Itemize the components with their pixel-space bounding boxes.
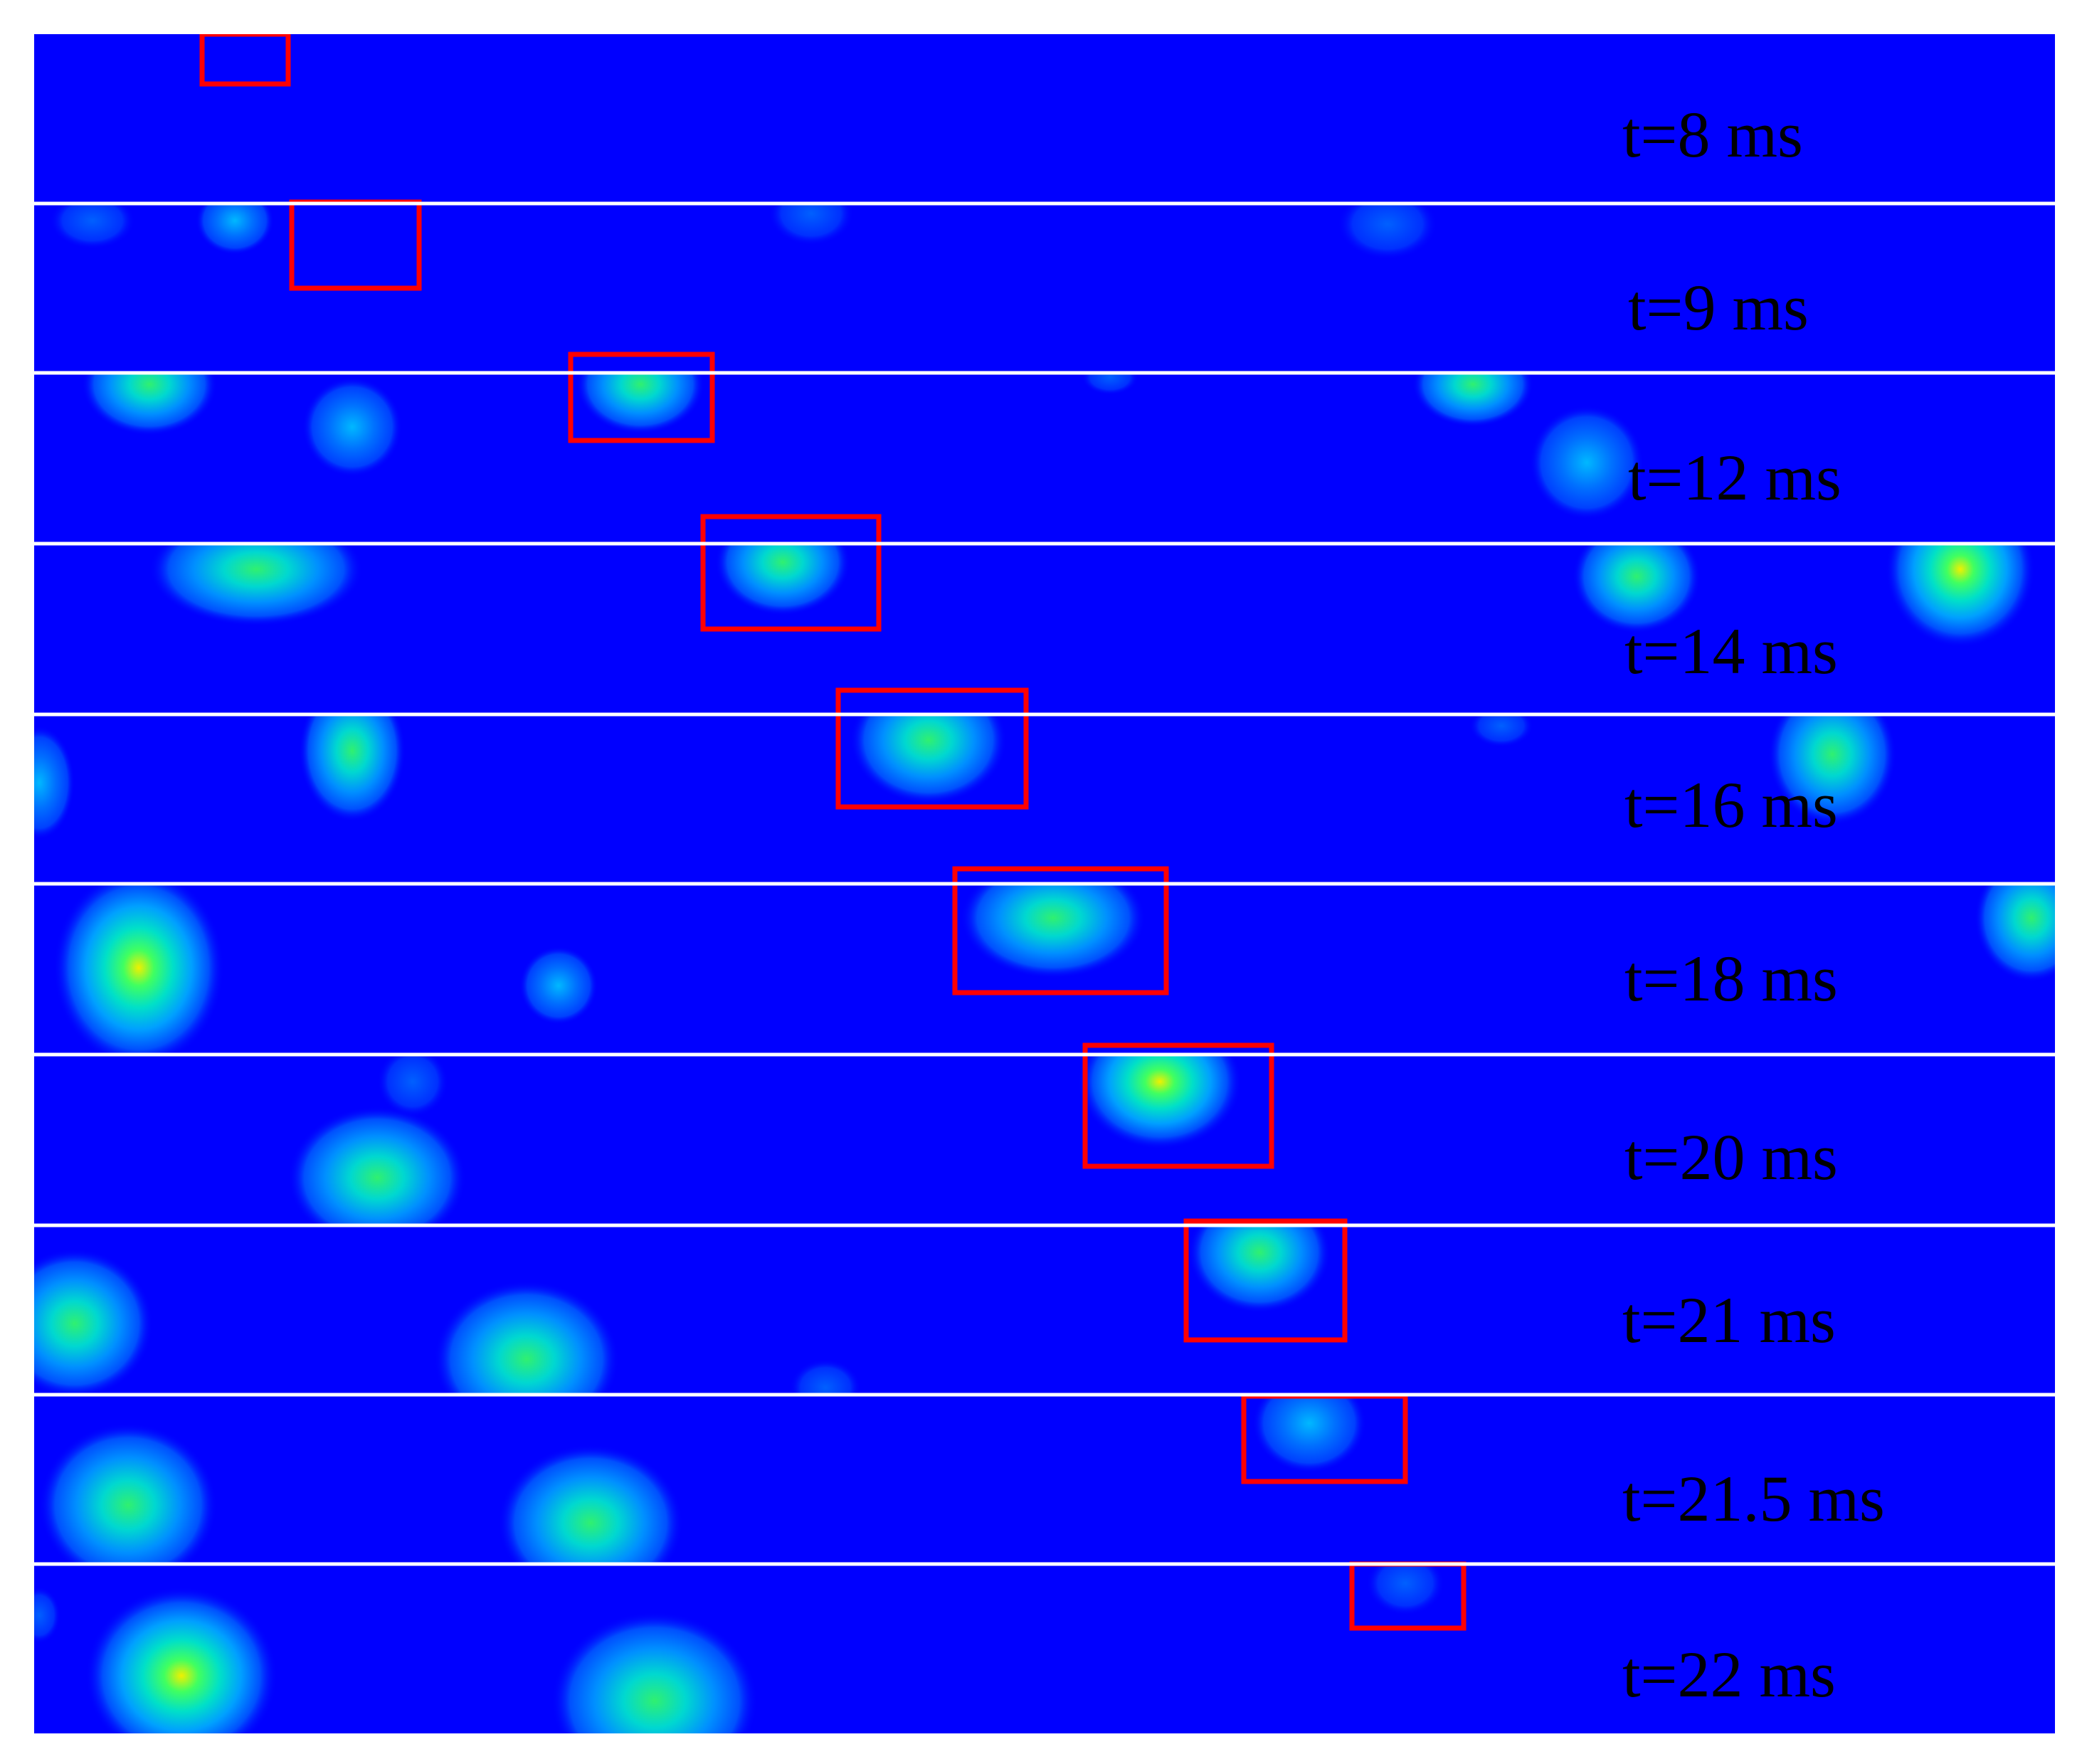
time-labels: t=8 ms t=9 ms t=12 ms t=14 ms t=16 ms t=18 ms… <box>1622 98 1885 1711</box>
time-label: t=21 ms <box>1622 1284 1836 1356</box>
frame-strip-1 <box>34 34 2055 204</box>
frame-strip-8 <box>34 1218 2055 1395</box>
intensity-blob <box>790 1359 861 1395</box>
intensity-blob <box>576 373 704 434</box>
intensity-blob <box>299 714 406 822</box>
intensity-blob <box>82 373 217 435</box>
time-label: t=22 ms <box>1622 1638 1836 1711</box>
contour-background <box>34 34 2055 204</box>
intensity-blob <box>1188 1225 1331 1313</box>
intensity-blob <box>149 544 363 626</box>
highlight-box <box>199 34 291 87</box>
contour-background <box>34 544 2055 714</box>
contour-background <box>34 1225 2055 1395</box>
intensity-blob <box>288 1107 466 1225</box>
intensity-blob <box>196 204 274 255</box>
time-label: t=16 ms <box>1624 769 1838 841</box>
intensity-blob <box>768 204 854 245</box>
time-label: t=12 ms <box>1628 441 1841 514</box>
intensity-blob <box>1469 714 1533 747</box>
intensity-blob <box>85 1587 278 1733</box>
time-label: t=14 ms <box>1624 615 1838 687</box>
intensity-blob <box>1078 1055 1242 1149</box>
frame-strip-9 <box>34 1393 2055 1564</box>
frame-strip-3 <box>34 352 2055 544</box>
frame-strip-6 <box>34 866 2055 1055</box>
highlight-box <box>568 352 715 443</box>
intensity-blob <box>1530 406 1644 519</box>
contour-background <box>34 1564 2055 1733</box>
time-label: t=18 ms <box>1624 942 1838 1015</box>
intensity-blob <box>850 714 1007 804</box>
intensity-blob <box>498 1445 683 1564</box>
time-label: t=20 ms <box>1624 1121 1838 1193</box>
frame-strip-2 <box>34 199 2055 373</box>
intensity-blob <box>34 1587 60 1644</box>
highlight-box <box>952 866 1169 995</box>
highlight-box <box>835 687 1029 810</box>
intensity-blob <box>34 1249 153 1395</box>
intensity-blob <box>1412 373 1533 427</box>
intensity-blob <box>551 1612 758 1733</box>
intensity-blob <box>1366 1564 1444 1615</box>
time-label: t=21.5 ms <box>1622 1462 1885 1535</box>
intensity-blob <box>50 204 135 249</box>
intensity-blob <box>434 1281 619 1395</box>
highlight-box <box>1183 1218 1348 1343</box>
highlight-box <box>1082 1042 1274 1169</box>
intensity-blob <box>1252 1395 1366 1473</box>
intensity-blob <box>302 377 402 477</box>
frame-strip-7 <box>34 1042 2055 1225</box>
frame-strip-5 <box>34 687 2055 884</box>
intensity-blob <box>1768 714 1896 825</box>
highlight-box <box>700 514 882 632</box>
intensity-blob <box>377 1055 448 1117</box>
intensity-blob <box>961 884 1146 978</box>
intensity-blob <box>715 544 850 616</box>
intensity-blob <box>39 1423 217 1564</box>
frame-strip-4 <box>34 514 2055 714</box>
time-label: t=9 ms <box>1628 271 1809 344</box>
intensity-blob <box>34 726 75 840</box>
frame-strip-10 <box>34 1561 2055 1733</box>
contour-background <box>34 1395 2055 1564</box>
intensity-blob <box>519 946 598 1025</box>
intensity-blob <box>1886 544 2035 648</box>
time-label: t=8 ms <box>1622 98 1803 171</box>
intensity-blob <box>1082 373 1138 395</box>
intensity-blob <box>1975 884 2055 982</box>
intensity-blob <box>1338 204 1437 260</box>
intensity-blob <box>1573 544 1701 633</box>
intensity-blob <box>53 884 224 1055</box>
